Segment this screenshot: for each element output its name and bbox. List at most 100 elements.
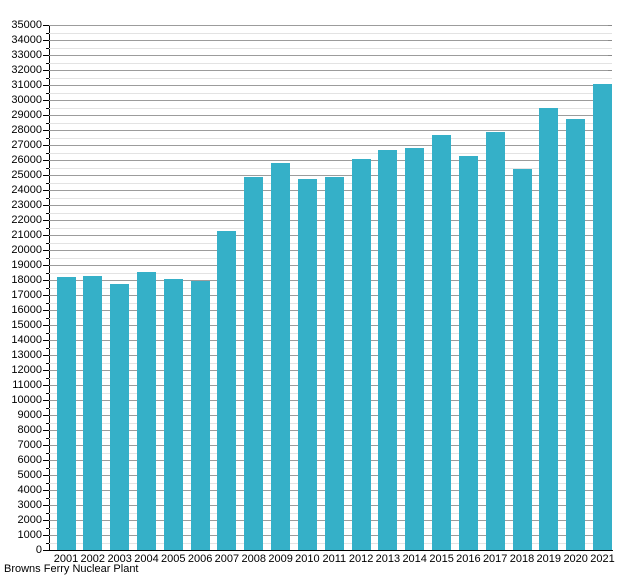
major-gridline xyxy=(49,115,612,116)
y-major-tick xyxy=(43,175,49,176)
minor-gridline xyxy=(49,77,612,79)
y-minor-tick xyxy=(46,467,49,469)
y-axis-label: 3000 xyxy=(17,499,42,511)
x-axis-label: 2006 xyxy=(187,553,213,565)
y-minor-tick xyxy=(46,512,49,514)
y-major-tick xyxy=(43,25,49,26)
y-major-tick xyxy=(43,160,49,161)
x-axis-label: 2013 xyxy=(375,553,401,565)
y-right-tick xyxy=(608,25,612,26)
major-gridline xyxy=(49,145,612,146)
y-axis-label: 7000 xyxy=(17,439,42,451)
y-minor-tick xyxy=(46,332,49,334)
y-axis-label: 23000 xyxy=(11,199,42,211)
y-major-tick xyxy=(43,475,49,476)
y-major-tick xyxy=(43,445,49,446)
y-major-tick xyxy=(43,115,49,116)
bar-2012 xyxy=(351,158,371,550)
major-gridline xyxy=(49,85,612,86)
x-axis-line xyxy=(49,550,613,551)
bar-2017 xyxy=(485,132,505,551)
y-axis-label: 11000 xyxy=(12,379,42,391)
y-minor-tick xyxy=(46,482,49,484)
y-major-tick xyxy=(43,85,49,86)
minor-gridline xyxy=(49,32,612,34)
y-axis-label: 17000 xyxy=(11,289,42,301)
y-axis-label: 30000 xyxy=(11,94,42,106)
y-axis-label: 9000 xyxy=(17,409,42,421)
bar-2016 xyxy=(458,156,478,551)
x-axis-label: 2020 xyxy=(563,553,588,565)
y-minor-tick xyxy=(46,62,49,64)
y-minor-tick xyxy=(46,542,49,544)
y-major-tick xyxy=(43,295,49,296)
y-minor-tick xyxy=(46,32,49,34)
y-minor-tick xyxy=(46,422,49,424)
y-major-tick xyxy=(43,535,49,536)
y-major-tick xyxy=(43,190,49,191)
y-major-tick xyxy=(43,520,49,521)
bar-2019 xyxy=(539,107,559,550)
y-axis-label: 10000 xyxy=(11,394,42,406)
y-major-tick xyxy=(43,55,49,56)
minor-gridline xyxy=(49,47,612,49)
bar-2015 xyxy=(432,134,452,550)
x-axis-label: 2007 xyxy=(214,553,240,565)
y-major-tick xyxy=(43,385,49,386)
y-minor-tick xyxy=(46,437,49,439)
y-axis-label: 24000 xyxy=(11,184,42,196)
y-right-tick xyxy=(608,55,612,56)
y-minor-tick xyxy=(46,497,49,499)
y-axis-label: 27000 xyxy=(11,139,42,151)
y-major-tick xyxy=(43,145,49,146)
y-major-tick xyxy=(43,505,49,506)
y-major-tick xyxy=(43,400,49,401)
y-right-tick xyxy=(608,40,612,41)
y-axis-label: 6000 xyxy=(17,454,42,466)
bar-2005 xyxy=(163,279,183,551)
x-axis-label: 2015 xyxy=(429,553,454,565)
major-gridline xyxy=(49,40,612,41)
y-minor-tick xyxy=(46,272,49,274)
major-gridline xyxy=(49,70,612,71)
y-major-tick xyxy=(43,280,49,281)
bar-2018 xyxy=(512,169,532,550)
x-axis-label: 2017 xyxy=(482,553,508,565)
y-axis-label: 33000 xyxy=(11,49,42,61)
bar-2014 xyxy=(405,148,425,550)
y-minor-tick xyxy=(46,212,49,214)
bar-2004 xyxy=(137,271,156,551)
y-minor-tick xyxy=(46,107,49,109)
y-axis-label: 28000 xyxy=(11,124,42,136)
x-axis-label: 2018 xyxy=(509,553,535,565)
x-axis-label: 2001 xyxy=(53,553,79,565)
x-axis-label: 2004 xyxy=(134,553,159,565)
y-minor-tick xyxy=(46,122,49,124)
bar-2006 xyxy=(190,280,210,551)
y-major-tick xyxy=(43,205,49,206)
y-axis-label: 13000 xyxy=(11,349,42,361)
y-minor-tick xyxy=(46,362,49,364)
y-minor-tick xyxy=(46,527,49,529)
y-axis-label: 8000 xyxy=(17,424,42,436)
y-axis-label: 35000 xyxy=(11,19,42,31)
y-axis-label: 4000 xyxy=(17,484,42,496)
y-minor-tick xyxy=(46,197,49,199)
minor-gridline xyxy=(49,152,612,154)
y-minor-tick xyxy=(46,407,49,409)
x-axis-label: 2021 xyxy=(590,553,615,565)
y-axis-label: 16000 xyxy=(11,304,42,316)
y-axis-label: 22000 xyxy=(11,214,42,226)
bar-2009 xyxy=(271,163,291,550)
y-minor-tick xyxy=(46,47,49,49)
y-axis-label: 29000 xyxy=(11,109,42,121)
bar-2001 xyxy=(56,277,76,550)
y-right-tick xyxy=(608,70,612,71)
y-minor-tick xyxy=(46,77,49,79)
y-axis-label: 19000 xyxy=(11,259,42,271)
y-major-tick xyxy=(43,220,49,221)
y-major-tick xyxy=(43,250,49,251)
minor-gridline xyxy=(49,107,612,109)
